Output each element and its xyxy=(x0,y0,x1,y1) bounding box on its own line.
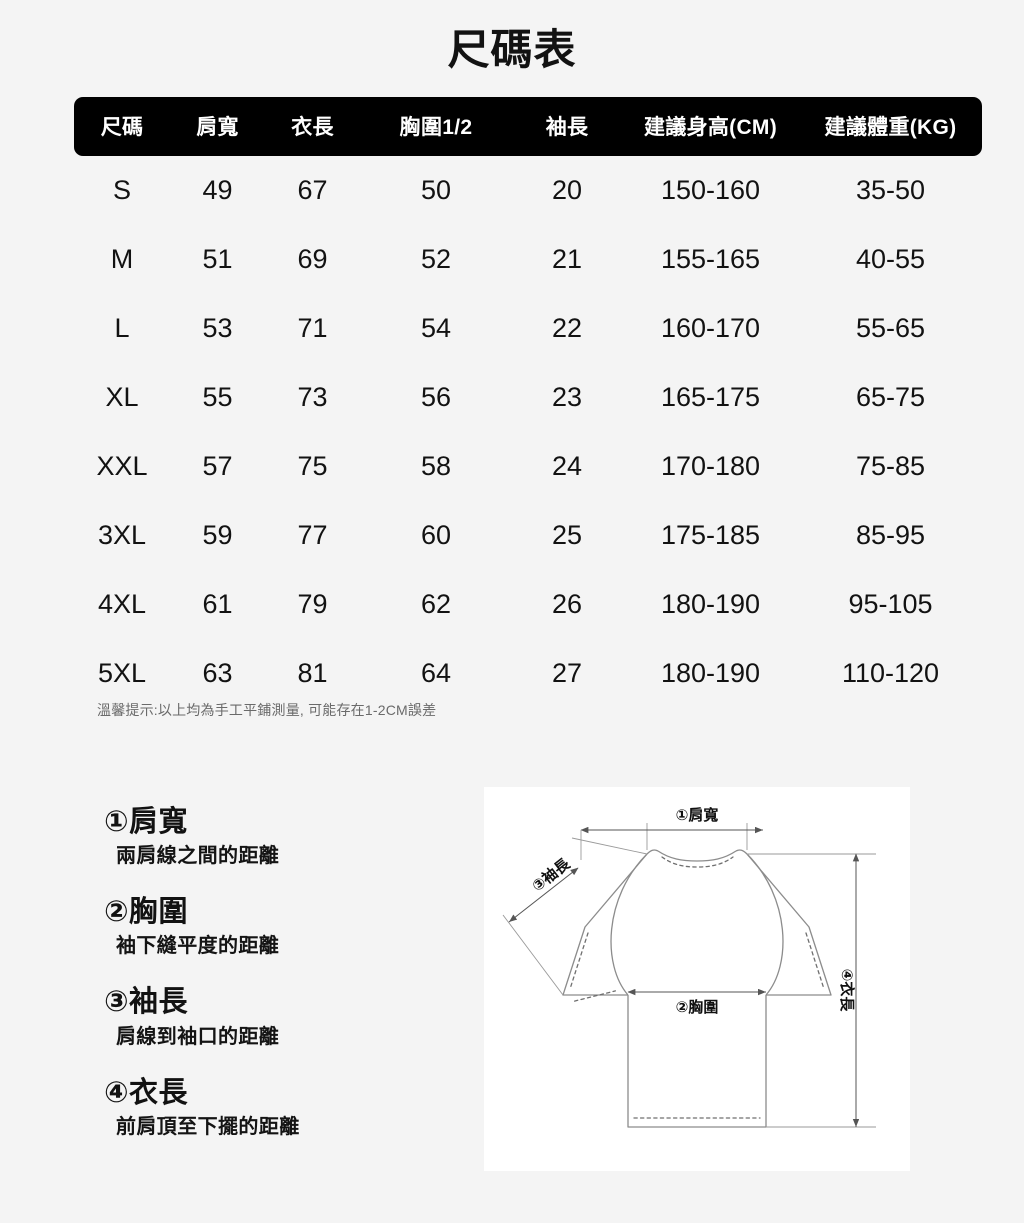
legend-item-shoulder: ①肩寬 兩肩線之間的距離 xyxy=(104,805,444,869)
cell-chest-half: 62 xyxy=(420,589,452,619)
cell-size: 4XL xyxy=(97,589,147,619)
cell-weight: 85-95 xyxy=(855,520,926,550)
legend-description: 前肩頂至下擺的距離 xyxy=(116,1115,300,1138)
column-header-sleeve: 袖長 xyxy=(545,116,589,139)
cell-length: 81 xyxy=(297,658,328,688)
cell-length: 69 xyxy=(297,244,328,274)
tshirt-outline-icon xyxy=(562,849,832,1128)
cell-size: M xyxy=(110,244,134,274)
cell-shoulder: 63 xyxy=(202,658,233,688)
cell-sleeve: 22 xyxy=(551,313,583,343)
cell-length: 77 xyxy=(297,520,328,550)
table-row: XXL 57 75 58 24 170-180 75-85 xyxy=(74,432,982,501)
length-dimension xyxy=(747,853,876,1128)
cell-height: 180-190 xyxy=(660,589,761,619)
cell-sleeve: 21 xyxy=(551,244,583,274)
cell-shoulder: 53 xyxy=(202,313,233,343)
table-row: XL 55 73 56 23 165-175 65-75 xyxy=(74,363,982,432)
cell-shoulder: 51 xyxy=(202,244,233,274)
cell-chest-half: 54 xyxy=(420,313,452,343)
cell-shoulder: 57 xyxy=(202,451,233,481)
cell-sleeve: 24 xyxy=(551,451,583,481)
cell-chest-half: 58 xyxy=(420,451,452,481)
legend-description: 肩線到袖口的距離 xyxy=(116,1025,280,1048)
table-row: 3XL 59 77 60 25 175-185 85-95 xyxy=(74,501,982,570)
cell-height: 160-170 xyxy=(660,313,761,343)
cell-height: 180-190 xyxy=(660,658,761,688)
legend-description: 袖下縫平度的距離 xyxy=(116,935,280,958)
length-dimension-label: ④衣長 xyxy=(838,969,856,1013)
table-body: S 49 67 50 20 150-160 35-50 M 51 69 52 2… xyxy=(74,156,982,708)
legend-term: ③袖長 xyxy=(104,986,189,1019)
page-title: 尺碼表 xyxy=(447,26,577,73)
cell-weight: 95-105 xyxy=(848,589,933,619)
cell-weight: 55-65 xyxy=(855,313,926,343)
cell-height: 165-175 xyxy=(660,382,761,412)
cell-chest-half: 56 xyxy=(420,382,452,412)
column-header-length: 衣長 xyxy=(291,116,334,139)
cell-length: 73 xyxy=(297,382,328,412)
cell-length: 71 xyxy=(297,313,328,343)
cell-shoulder: 59 xyxy=(202,520,233,550)
cell-sleeve: 27 xyxy=(551,658,583,688)
table-header-row: 尺碼 肩寬 衣長 胸圍1/2 袖長 建議身高(CM) 建議體重(KG) xyxy=(74,97,982,156)
table-row: 5XL 63 81 64 27 180-190 110-120 xyxy=(74,639,982,708)
legend-item-sleeve: ③袖長 肩線到袖口的距離 xyxy=(104,985,444,1049)
cell-height: 150-160 xyxy=(660,175,761,205)
shoulder-dimension xyxy=(580,823,763,860)
legend-description: 兩肩線之間的距離 xyxy=(116,845,280,868)
cell-weight: 75-85 xyxy=(855,451,926,481)
cell-size: 5XL xyxy=(97,658,147,688)
legend-item-chest: ②胸圍 袖下縫平度的距離 xyxy=(104,895,444,959)
table-row: 4XL 61 79 62 26 180-190 95-105 xyxy=(74,570,982,639)
table-row: S 49 67 50 20 150-160 35-50 xyxy=(74,156,982,225)
cell-chest-half: 52 xyxy=(420,244,452,274)
measurement-disclaimer: 溫馨提示:以上均為手工平鋪測量, 可能存在1-2CM誤差 xyxy=(97,702,437,718)
sleeve-dimension xyxy=(502,837,648,996)
column-header-chest-half: 胸圍1/2 xyxy=(399,116,473,139)
cell-length: 75 xyxy=(297,451,328,481)
measurement-legend: ①肩寬 兩肩線之間的距離 ②胸圍 袖下縫平度的距離 ③袖長 肩線到袖口的距離 ④… xyxy=(104,805,444,1140)
table-row: M 51 69 52 21 155-165 40-55 xyxy=(74,225,982,294)
column-header-size: 尺碼 xyxy=(100,116,144,139)
cell-size: 3XL xyxy=(97,520,147,550)
column-header-shoulder: 肩寬 xyxy=(196,116,239,139)
cell-shoulder: 55 xyxy=(202,382,233,412)
cell-size: XXL xyxy=(96,451,148,481)
cell-shoulder: 49 xyxy=(202,175,233,205)
size-chart-table: 尺碼 肩寬 衣長 胸圍1/2 袖長 建議身高(CM) 建議體重(KG) S 49… xyxy=(74,97,982,708)
cell-chest-half: 64 xyxy=(420,658,452,688)
cell-height: 155-165 xyxy=(660,244,761,274)
cell-length: 79 xyxy=(297,589,328,619)
cell-size: L xyxy=(114,313,130,343)
shoulder-dimension-label: ①肩寬 xyxy=(676,806,719,824)
legend-term: ②胸圍 xyxy=(104,896,189,929)
cell-size: S xyxy=(112,175,131,205)
cell-chest-half: 50 xyxy=(420,175,452,205)
column-header-weight: 建議體重(KG) xyxy=(824,116,957,139)
legend-term: ①肩寬 xyxy=(104,806,189,838)
legend-term: ④衣長 xyxy=(104,1076,189,1109)
cell-weight: 65-75 xyxy=(855,382,926,412)
legend-item-length: ④衣長 前肩頂至下擺的距離 xyxy=(104,1076,444,1140)
tshirt-measurement-diagram: ①肩寬 ②胸圍 ③袖長 ④衣長 xyxy=(484,787,910,1171)
cell-sleeve: 25 xyxy=(551,520,583,550)
chest-dimension-label: ②胸圍 xyxy=(676,998,719,1016)
cell-length: 67 xyxy=(297,175,328,205)
cell-shoulder: 61 xyxy=(202,589,233,619)
cell-sleeve: 26 xyxy=(551,589,583,619)
tshirt-stitching-icon xyxy=(569,856,825,1119)
cell-height: 170-180 xyxy=(660,451,761,481)
cell-sleeve: 23 xyxy=(551,382,583,412)
cell-weight: 40-55 xyxy=(855,244,926,274)
column-header-height: 建議身高(CM) xyxy=(643,116,778,139)
cell-sleeve: 20 xyxy=(551,175,583,205)
cell-size: XL xyxy=(105,382,139,412)
cell-height: 175-185 xyxy=(660,520,761,550)
table-row: L 53 71 54 22 160-170 55-65 xyxy=(74,294,982,363)
cell-weight: 110-120 xyxy=(841,658,940,688)
cell-chest-half: 60 xyxy=(420,520,452,550)
cell-weight: 35-50 xyxy=(855,175,926,205)
